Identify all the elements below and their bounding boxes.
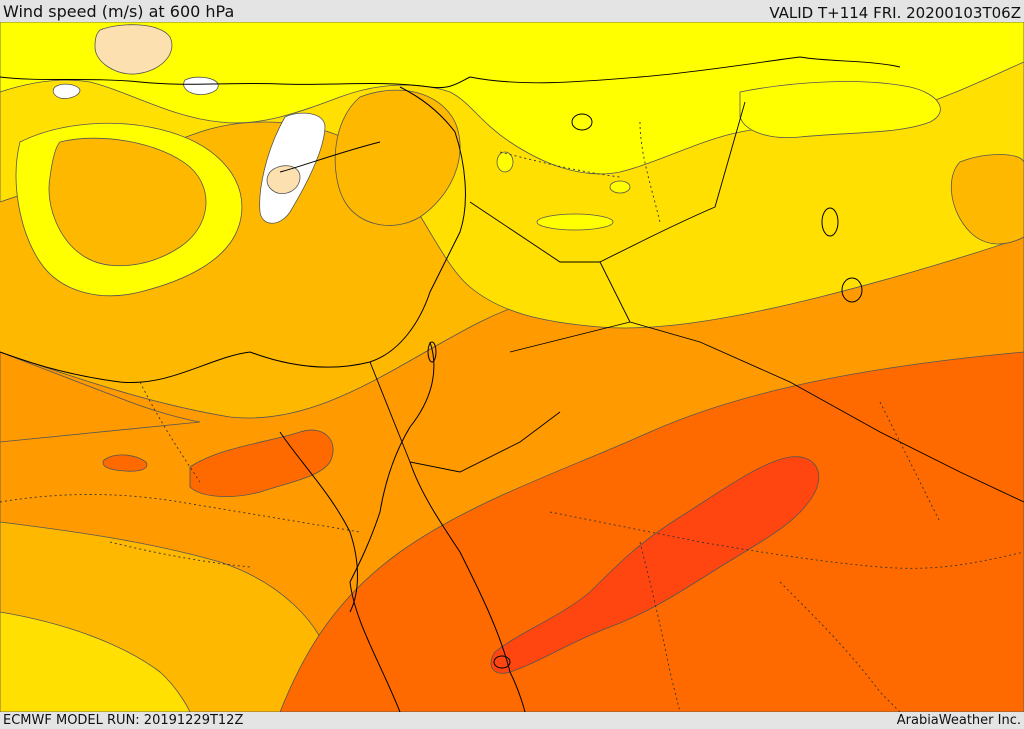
footer-bar: ECMWF MODEL RUN: 20191229T12Z ArabiaWeat… xyxy=(0,712,1024,729)
band-red-orange xyxy=(490,456,820,674)
dotted-borders xyxy=(0,121,1024,712)
band-calm-small-2 xyxy=(52,83,81,99)
valid-time: VALID T+114 FRI. 20200103T06Z xyxy=(769,4,1021,22)
model-run-label: ECMWF MODEL RUN: 20191229T12Z xyxy=(3,713,244,728)
credit-label: ArabiaWeather Inc. xyxy=(896,713,1021,728)
band-light-2 xyxy=(94,24,173,75)
band-dark-orange xyxy=(279,351,1024,712)
map-title: Wind speed (m/s) at 600 hPa xyxy=(3,2,235,21)
band-amber-anatolia xyxy=(48,137,207,267)
band-yellow-spot-2 xyxy=(609,180,631,194)
band-yellow-east xyxy=(739,81,941,138)
band-amber-east-turkey xyxy=(334,89,461,226)
band-calm-small xyxy=(183,76,219,95)
band-amber-east xyxy=(950,154,1024,245)
coastlines xyxy=(0,76,863,712)
political-borders xyxy=(369,56,1024,503)
wind-speed-map-svg xyxy=(0,22,1024,712)
band-light-1 xyxy=(266,165,301,194)
band-yellow-spot-3 xyxy=(496,151,514,173)
header-bar: Wind speed (m/s) at 600 hPa VALID T+114 … xyxy=(0,0,1024,22)
band-yellow-spot-1 xyxy=(536,213,614,231)
weather-map[interactable] xyxy=(0,22,1024,712)
band-dark-orange-spot xyxy=(102,454,148,472)
band-yellow-sw xyxy=(0,611,191,712)
band-orange-pocket xyxy=(0,351,201,443)
band-dark-orange-west xyxy=(189,429,334,497)
